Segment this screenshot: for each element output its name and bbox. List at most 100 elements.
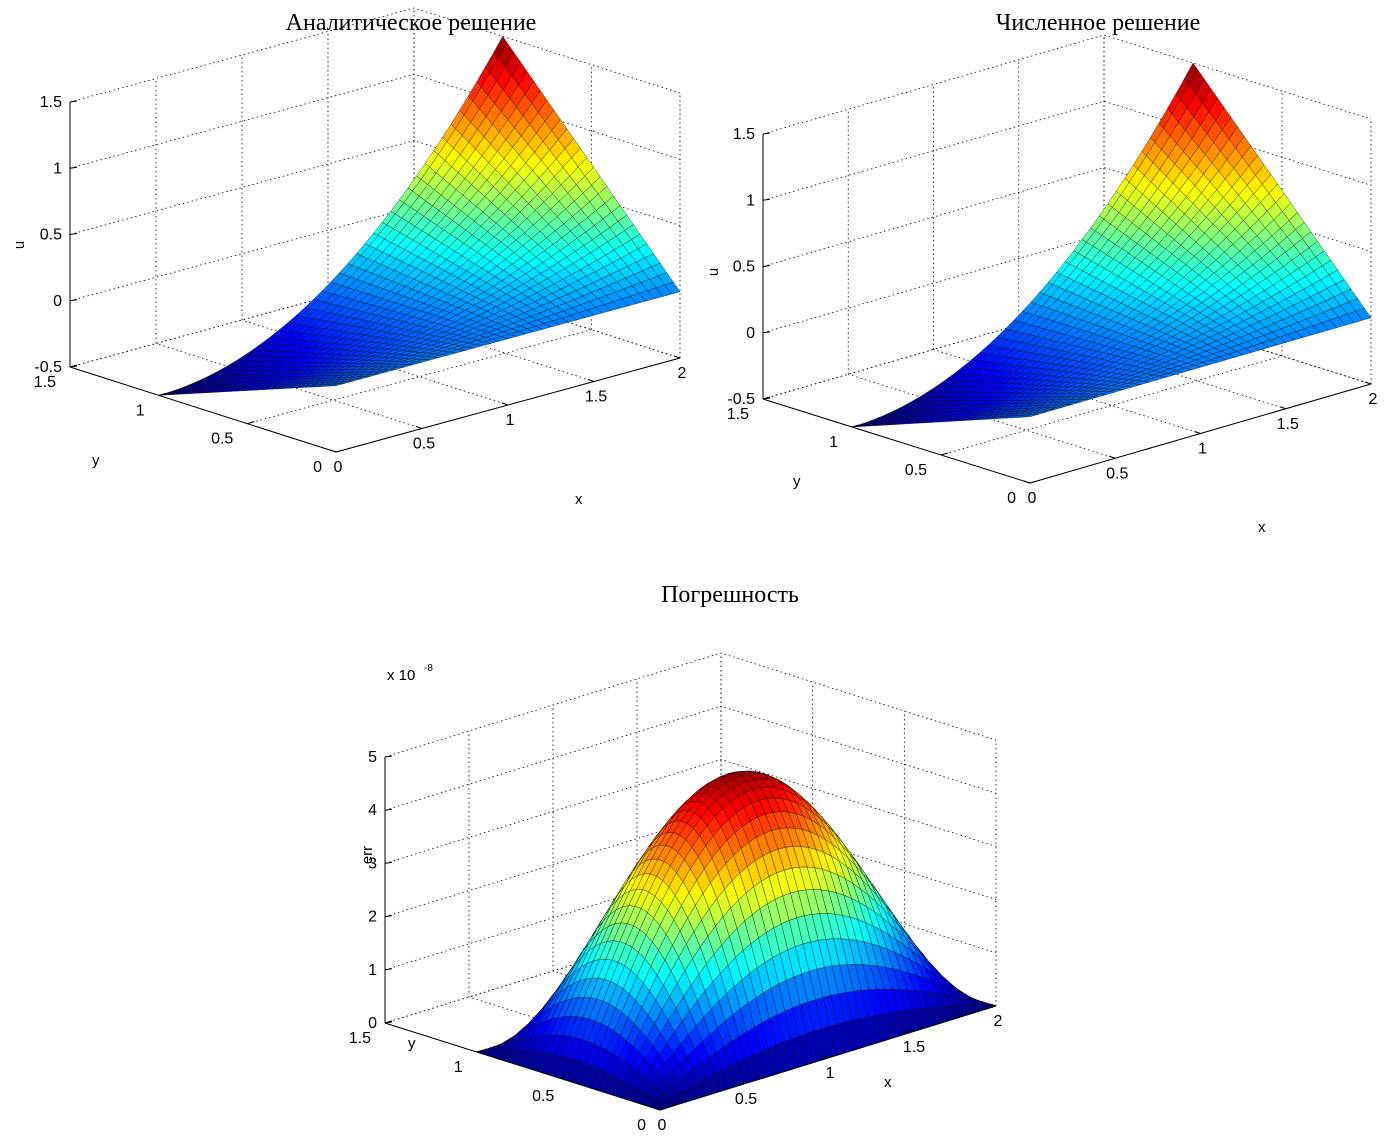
z-tick-label: 0.5 xyxy=(733,259,755,276)
y-axis-label: y xyxy=(92,452,100,469)
z-tick-label: 1 xyxy=(53,160,62,177)
x-tick-mark xyxy=(737,1081,745,1085)
chart-panel-1: Аналитическое решение00.511.5200.511.5-0… xyxy=(11,7,687,508)
z-tick-mark xyxy=(762,132,771,135)
z-tick-mark xyxy=(762,265,771,267)
x-tick-label: 2 xyxy=(994,1013,1003,1030)
x-tick-mark xyxy=(905,1029,913,1033)
x-tick-mark xyxy=(1023,480,1031,484)
z-tick-mark xyxy=(69,100,78,103)
y-tick-mark xyxy=(1029,480,1038,484)
x-tick-label: 0 xyxy=(334,459,343,476)
y-tick-mark xyxy=(851,424,860,428)
z-tick-mark xyxy=(384,808,393,811)
x-tick-label: 0 xyxy=(658,1117,667,1134)
x-tick-mark xyxy=(989,1003,997,1007)
z-tick-label: 3 xyxy=(368,855,377,872)
x-tick-mark xyxy=(1194,431,1201,434)
chart-panel-2: Численное решение00.511.5200.511.5-0.500… xyxy=(705,10,1378,536)
z-tick-mark xyxy=(384,915,393,918)
surface xyxy=(475,770,997,1111)
y-axis-line xyxy=(69,366,337,453)
z-tick-label: 1.5 xyxy=(733,126,755,143)
y-tick-label: 0.5 xyxy=(905,462,927,479)
z-tick-mark xyxy=(762,198,771,201)
y-tick-mark xyxy=(568,1078,576,1082)
y-tick-label: 0.5 xyxy=(532,1088,554,1105)
y-tick-label: 0 xyxy=(1007,490,1016,507)
x-axis-label: x xyxy=(884,1074,892,1091)
y-tick-label: 0.5 xyxy=(211,431,233,448)
chart-title: Аналитическое решение xyxy=(286,10,537,36)
z-exponent-label: x 10 xyxy=(387,667,415,684)
x-tick-label: 0.5 xyxy=(735,1091,757,1108)
x-tick-mark xyxy=(1279,406,1286,410)
z-tick-label: -0.5 xyxy=(34,359,62,376)
x-tick-mark xyxy=(415,426,423,429)
x-tick-label: 1.5 xyxy=(585,389,607,406)
y-tick-mark xyxy=(476,1049,484,1053)
z-tick-mark xyxy=(69,233,78,235)
z-tick-mark xyxy=(69,299,78,302)
x-tick-label: 1.5 xyxy=(903,1039,925,1056)
chart-panel-3: Погрешность00.511.5200.511.5012345xyerrx… xyxy=(349,582,1003,1134)
surface xyxy=(158,35,681,396)
x-tick-label: 0.5 xyxy=(1106,465,1128,482)
y-tick-label: 1.5 xyxy=(727,406,749,423)
z-axis-label: err xyxy=(359,846,376,864)
x-tick-mark xyxy=(673,355,681,359)
x-tick-label: 1 xyxy=(1198,441,1207,458)
z-tick-label: 1.5 xyxy=(40,94,62,111)
z-tick-label: 1 xyxy=(368,962,377,979)
x-tick-mark xyxy=(821,1055,829,1059)
z-axis-label: u xyxy=(11,241,28,249)
chart-title: Погрешность xyxy=(661,582,799,608)
z-tick-label: 1 xyxy=(746,192,755,209)
y-tick-label: 1 xyxy=(136,402,145,419)
x-tick-label: 0 xyxy=(1028,490,1037,507)
y-tick-mark xyxy=(158,392,166,396)
x-tick-mark xyxy=(329,449,337,453)
z-tick-label: -0.5 xyxy=(727,391,755,408)
z-tick-mark xyxy=(384,755,393,758)
x-tick-label: 1.5 xyxy=(1277,416,1299,433)
y-tick-label: 0 xyxy=(637,1117,646,1134)
chart-title: Численное решение xyxy=(996,10,1200,36)
z-exponent-power: -8 xyxy=(424,663,433,674)
x-tick-mark xyxy=(1109,455,1116,459)
z-tick-mark xyxy=(384,861,393,864)
y-tick-label: 1 xyxy=(454,1059,463,1076)
y-axis-label: y xyxy=(793,473,801,490)
x-tick-mark xyxy=(587,379,595,382)
y-tick-label: 1 xyxy=(829,434,838,451)
z-axis-label: u xyxy=(705,268,722,276)
z-tick-mark xyxy=(384,1021,393,1024)
surface xyxy=(851,62,1372,428)
z-tick-mark xyxy=(762,331,771,334)
y-tick-label: 0 xyxy=(313,459,322,476)
z-tick-mark xyxy=(762,397,771,400)
z-tick-mark xyxy=(384,968,393,971)
z-tick-label: 0 xyxy=(53,293,62,310)
z-tick-label: 0.5 xyxy=(40,227,62,244)
x-axis-label: x xyxy=(575,491,583,508)
z-tick-label: 0 xyxy=(368,1015,377,1032)
x-tick-mark xyxy=(653,1107,661,1111)
x-tick-label: 0.5 xyxy=(413,436,435,453)
x-tick-mark xyxy=(1364,381,1372,385)
y-tick-mark xyxy=(940,452,949,456)
x-tick-mark xyxy=(501,402,509,406)
x-tick-label: 2 xyxy=(1369,391,1378,408)
x-axis-label: x xyxy=(1258,519,1266,536)
y-tick-label: 1.5 xyxy=(349,1030,371,1047)
x-tick-label: 1 xyxy=(506,412,515,429)
y-axis-line xyxy=(384,1022,661,1111)
z-tick-label: 0 xyxy=(746,325,755,342)
z-tick-mark xyxy=(69,166,78,169)
y-tick-mark xyxy=(659,1107,668,1111)
z-tick-label: 5 xyxy=(368,749,377,766)
